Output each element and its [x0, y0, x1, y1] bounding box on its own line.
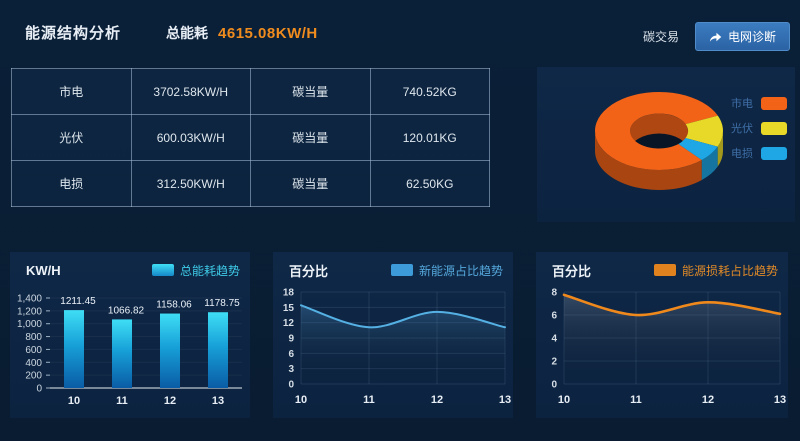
donut-legend: 市电 光伏 电损 [731, 95, 787, 170]
line1-chart-legend-label: 新能源占比趋势 [418, 263, 503, 278]
donut-legend-label: 市电 [731, 98, 753, 110]
svg-text:1178.75: 1178.75 [204, 298, 240, 309]
svg-text:6: 6 [288, 349, 294, 360]
table-cell: 62.50KG [369, 160, 490, 207]
svg-text:1158.06: 1158.06 [156, 300, 192, 311]
table-cell: 碳当量 [250, 114, 371, 161]
svg-text:8: 8 [551, 288, 557, 299]
svg-text:200: 200 [25, 371, 42, 382]
svg-text:12: 12 [283, 318, 295, 329]
table-row: 光伏 600.03KW/H 碳当量 120.01KG [11, 114, 490, 161]
table-cell: 600.03KW/H [130, 114, 251, 161]
bar-chart-legend-label: 总能耗趋势 [179, 263, 240, 278]
svg-text:1,200: 1,200 [17, 306, 42, 317]
table-cell: 120.01KG [369, 114, 490, 161]
table-row: 市电 3702.58KW/H 碳当量 740.52KG [11, 68, 490, 115]
svg-text:11: 11 [630, 394, 642, 406]
line2-chart-legend[interactable]: 能源损耗占比趋势 [653, 262, 778, 279]
svg-text:10: 10 [558, 394, 570, 406]
line2-chart-legend-label: 能源损耗占比趋势 [681, 263, 778, 278]
line1-chart-unit-label: 百分比 [289, 263, 329, 279]
svg-text:13: 13 [499, 394, 511, 406]
bar-chart-legend[interactable]: 总能耗趋势 [151, 262, 240, 279]
line2-chart-unit-label: 百分比 [552, 263, 592, 279]
energy-donut-chart[interactable] [537, 67, 795, 222]
table-row: 电损 312.50KW/H 碳当量 62.50KG [11, 160, 490, 207]
total-energy-label: 总能耗 [166, 25, 209, 41]
header: 能源结构分析 总能耗 4615.08KW/H [25, 22, 318, 43]
svg-text:10: 10 [295, 394, 307, 406]
bar-chart-unit-label: KW/H [26, 262, 61, 278]
svg-text:18: 18 [283, 288, 295, 299]
grid-diagnose-label: 电网诊断 [727, 30, 776, 44]
table-cell: 光伏 [11, 114, 132, 161]
donut-legend-item[interactable]: 光伏 [731, 120, 787, 136]
energy-loss-ratio-panel: 百分比 能源损耗占比趋势 0 2 4 6 8 10 11 12 13 [536, 252, 788, 418]
new-energy-ratio-line-chart[interactable]: 0 3 6 9 12 15 18 10 11 12 13 [273, 282, 513, 414]
donut-legend-item[interactable]: 市电 [731, 95, 787, 111]
svg-text:13: 13 [212, 395, 224, 407]
svg-text:12: 12 [431, 394, 443, 406]
svg-text:9: 9 [288, 334, 294, 345]
svg-text:13: 13 [774, 394, 786, 406]
svg-text:0: 0 [551, 380, 557, 391]
svg-text:400: 400 [25, 358, 42, 369]
energy-loss-ratio-line-chart[interactable]: 0 2 4 6 8 10 11 12 13 [536, 282, 788, 414]
svg-text:12: 12 [702, 394, 714, 406]
total-energy-value: 4615.08KW/H [218, 25, 318, 42]
table-cell: 市电 [11, 68, 132, 115]
page-title: 能源结构分析 [25, 25, 122, 42]
svg-text:3: 3 [288, 364, 294, 375]
svg-text:800: 800 [25, 332, 42, 343]
table-cell: 碳当量 [250, 160, 371, 207]
svg-text:1211.45: 1211.45 [60, 296, 96, 307]
legend-swatch-icon [761, 96, 787, 110]
table-cell: 740.52KG [369, 68, 490, 115]
legend-swatch-icon [761, 121, 787, 135]
svg-text:4: 4 [551, 334, 557, 345]
svg-text:6: 6 [551, 311, 557, 322]
legend-swatch-icon [390, 264, 413, 276]
donut-legend-item[interactable]: 电损 [731, 145, 787, 161]
svg-text:11: 11 [116, 395, 128, 407]
line1-chart-legend[interactable]: 新能源占比趋势 [390, 262, 503, 279]
legend-swatch-icon [151, 264, 174, 276]
legend-swatch-icon [761, 146, 787, 160]
energy-table: 市电 3702.58KW/H 碳当量 740.52KG 光伏 600.03KW/H 碳当量 1… [11, 68, 490, 207]
svg-text:15: 15 [283, 303, 295, 314]
svg-text:0: 0 [288, 380, 294, 391]
donut-legend-label: 电损 [731, 148, 753, 160]
header-actions: 碳交易 电网诊断 [643, 22, 790, 51]
energy-structure-donut-panel: 市电 光伏 电损 [537, 67, 795, 222]
svg-text:1066.82: 1066.82 [108, 305, 145, 316]
table-cell: 电损 [11, 160, 132, 207]
total-energy-trend-panel: KW/H 总能耗趋势 0 200 400 600 800 1,000 1,200 1,400 1… [10, 252, 250, 418]
table-cell: 碳当量 [250, 68, 371, 115]
legend-swatch-icon [653, 264, 676, 276]
svg-text:11: 11 [363, 394, 375, 406]
donut-legend-label: 光伏 [731, 123, 753, 135]
svg-text:12: 12 [164, 395, 176, 407]
table-cell: 312.50KW/H [130, 160, 251, 207]
grid-diagnose-button[interactable]: 电网诊断 [694, 22, 790, 51]
svg-text:600: 600 [25, 345, 42, 356]
svg-text:10: 10 [68, 395, 80, 407]
svg-text:0: 0 [36, 384, 42, 395]
new-energy-ratio-panel: 百分比 新能源占比趋势 0 3 6 9 12 15 18 10 11 12 13 [273, 252, 513, 418]
svg-text:1,400: 1,400 [17, 294, 42, 305]
svg-text:2: 2 [551, 357, 557, 368]
share-arrow-icon [709, 32, 722, 42]
table-cell: 3702.58KW/H [130, 68, 251, 115]
carbon-trade-link[interactable]: 碳交易 [642, 30, 679, 44]
svg-text:1,000: 1,000 [17, 319, 42, 330]
